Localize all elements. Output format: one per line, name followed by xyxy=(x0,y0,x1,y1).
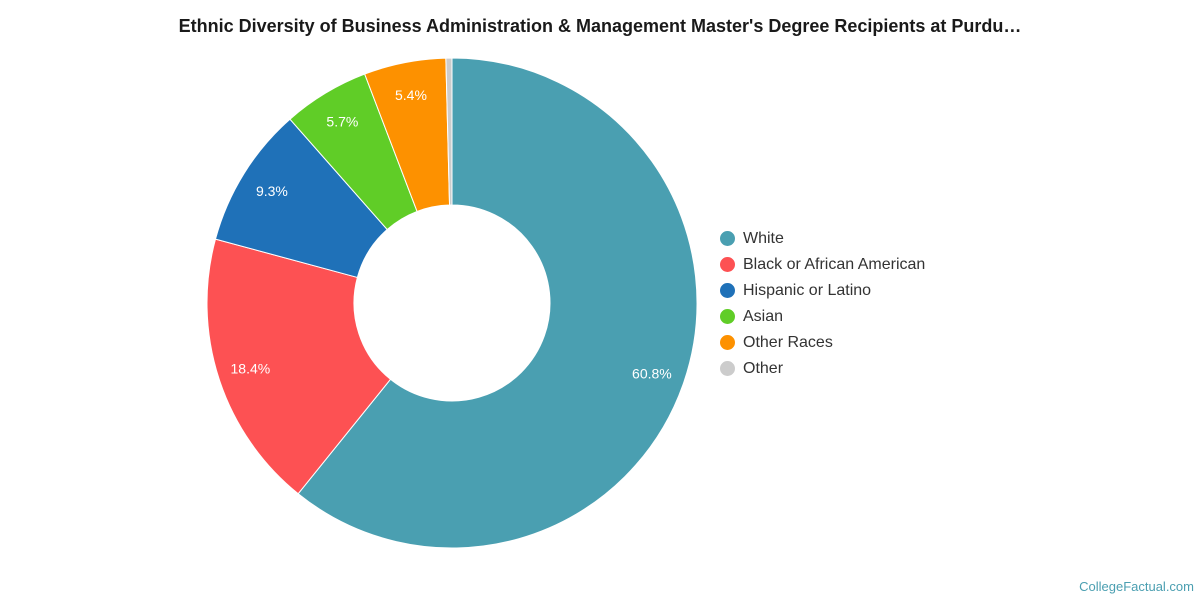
slice-other[interactable] xyxy=(445,57,453,206)
legend-label-hispanic-or-latino: Hispanic or Latino xyxy=(743,281,872,299)
legend-label-other: Other xyxy=(743,359,784,377)
legend-swatch-other-races xyxy=(720,335,735,350)
data-label-other-races: 5.4% xyxy=(395,87,427,103)
legend-swatch-hispanic-or-latino xyxy=(720,283,735,298)
legend-swatch-other xyxy=(720,361,735,376)
data-label-white: 60.8% xyxy=(632,366,672,382)
data-label-asian: 5.7% xyxy=(326,114,358,130)
legend-label-white: White xyxy=(743,229,784,247)
legend-item-hispanic-or-latino[interactable]: Hispanic or Latino xyxy=(720,280,925,301)
legend-label-black-or-african-american: Black or African American xyxy=(743,255,926,273)
legend-label-asian: Asian xyxy=(743,307,784,325)
data-label-group: 60.8% 18.4% 9.3% 5.7% 5.4% xyxy=(231,87,672,382)
slice-group xyxy=(206,57,698,549)
legend: White Black or African American Hispanic o… xyxy=(720,228,925,379)
legend-item-asian[interactable]: Asian xyxy=(720,306,925,327)
legend-label-other-races: Other Races xyxy=(743,333,833,351)
credit-link[interactable]: CollegeFactual.com xyxy=(1079,579,1194,594)
legend-item-other[interactable]: Other xyxy=(720,358,925,379)
legend-item-black-or-african-american[interactable]: Black or African American xyxy=(720,254,925,275)
legend-item-other-races[interactable]: Other Races xyxy=(720,332,925,353)
slice-white[interactable] xyxy=(297,57,698,549)
data-label-hispanic-or-latino: 9.3% xyxy=(256,183,288,199)
legend-swatch-white xyxy=(720,231,735,246)
data-label-black-or-african-american: 18.4% xyxy=(231,361,271,377)
legend-swatch-black-or-african-american xyxy=(720,257,735,272)
legend-item-white[interactable]: White xyxy=(720,228,925,249)
slice-black-or-african-american[interactable] xyxy=(206,238,392,495)
legend-swatch-asian xyxy=(720,309,735,324)
chart-title: Ethnic Diversity of Business Administrat… xyxy=(178,16,1022,36)
